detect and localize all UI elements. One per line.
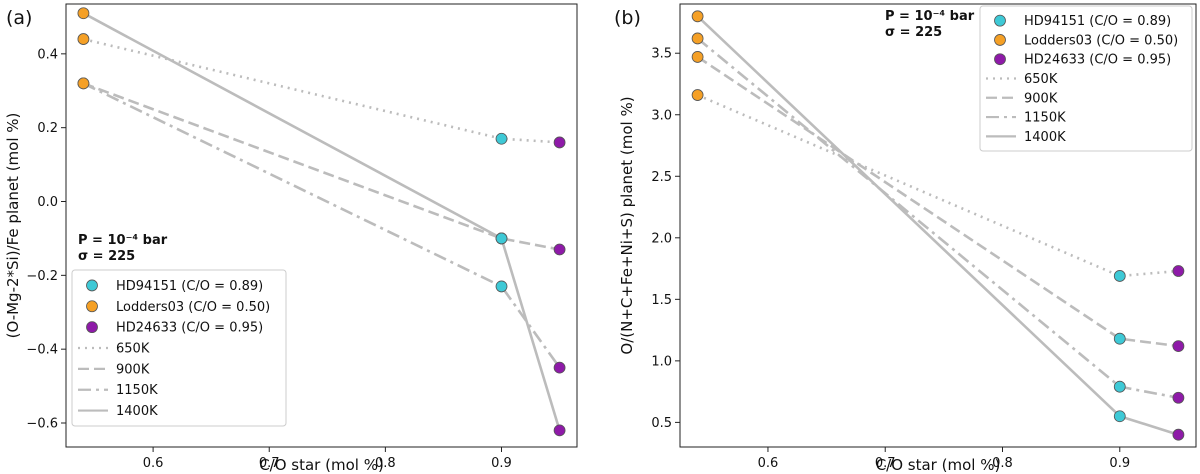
data-point	[1113, 380, 1126, 393]
legend-marker	[994, 14, 1006, 27]
series-line-900K	[82, 82, 560, 251]
y-tick-label: 0.5	[651, 416, 672, 431]
legend-label: 650K	[116, 342, 150, 357]
legend-label: 900K	[1024, 91, 1058, 106]
y-tick-label: 2.0	[651, 231, 672, 246]
plot-area	[65, 3, 578, 448]
legend-marker	[994, 53, 1006, 66]
x-tick-label: 0.8	[992, 456, 1013, 471]
data-point	[495, 232, 508, 245]
x-tick-label: 0.7	[259, 456, 280, 471]
data-point	[77, 77, 90, 90]
data-point	[691, 10, 704, 23]
x-tick-label: 0.9	[1109, 456, 1130, 471]
annotation-text: P = 10⁻⁴ bar	[78, 233, 168, 248]
legend-frame	[979, 5, 1193, 152]
data-point	[495, 280, 508, 293]
legend-marker	[86, 300, 98, 313]
legend-label: HD94151 (C/O = 0.89)	[116, 279, 263, 294]
data-point	[1113, 410, 1126, 423]
x-tick-label: 0.6	[143, 456, 164, 471]
y-axis-label: (O-Mg-2*Si)/Fe planet (mol %)	[4, 113, 22, 339]
legend-marker	[86, 279, 98, 292]
legend: HD94151 (C/O = 0.89) Lodders03 (C/O = 0.5…	[979, 5, 1193, 152]
legend-label: Lodders03 (C/O = 0.50)	[116, 300, 270, 315]
data-point	[1172, 391, 1185, 404]
data-point	[553, 136, 566, 149]
x-tick-label: 0.7	[875, 456, 896, 471]
y-tick-label: 2.5	[651, 170, 672, 185]
plot-area	[679, 3, 1197, 448]
series-line-650K	[697, 93, 1179, 278]
y-tick-label: −0.2	[26, 269, 58, 284]
data-point	[1172, 265, 1185, 277]
data-point	[553, 243, 566, 256]
data-point	[1113, 332, 1126, 345]
annotation-text: σ = 225	[885, 25, 942, 40]
legend: HD94151 (C/O = 0.89) Lodders03 (C/O = 0.5…	[71, 269, 287, 427]
y-tick-label: 0.2	[37, 121, 58, 136]
data-point	[691, 32, 704, 45]
x-tick-label: 0.6	[758, 456, 779, 471]
data-point	[691, 89, 704, 101]
y-tick-label: −0.4	[26, 343, 58, 358]
x-tick-label: 0.8	[375, 456, 396, 471]
y-tick-label: 0.0	[37, 195, 58, 210]
x-axis-label: C/O star (mol %)	[876, 456, 1001, 474]
data-point	[1172, 340, 1185, 352]
legend-label: 1150K	[116, 383, 158, 398]
legend-label: 650K	[1024, 72, 1058, 87]
legend-label: 1400K	[116, 404, 158, 419]
legend-marker	[994, 34, 1006, 46]
y-tick-label: 3.0	[651, 108, 672, 123]
data-point	[495, 132, 508, 145]
legend-label: Lodders03 (C/O = 0.50)	[1024, 33, 1178, 48]
series-line-1150K	[82, 82, 561, 369]
data-point	[1113, 270, 1126, 282]
annotation-text: σ = 225	[78, 249, 135, 264]
y-axis-label: O/(N+C+Fe+Ni+S) planet (mol %)	[618, 96, 636, 354]
annotation-text: P = 10⁻⁴ bar	[885, 9, 975, 24]
series-line-650K	[83, 37, 560, 144]
y-tick-label: 0.4	[37, 47, 58, 62]
legend-label: HD24633 (C/O = 0.95)	[116, 321, 263, 336]
legend-marker	[86, 321, 98, 334]
y-tick-label: 1.5	[651, 293, 672, 308]
y-tick-label: 3.5	[651, 47, 672, 62]
data-point	[553, 361, 566, 374]
legend-frame	[71, 269, 287, 427]
x-axis-label: C/O star (mol %)	[259, 456, 384, 474]
panel-letter: (a)	[6, 7, 32, 29]
data-point	[691, 51, 704, 63]
legend-label: HD94151 (C/O = 0.89)	[1024, 14, 1171, 29]
y-tick-label: −0.6	[26, 417, 58, 432]
legend-label: 1150K	[1024, 111, 1066, 126]
data-point	[77, 33, 90, 45]
chart-panel-b: (b) 0.6 0.7 0.8 0.9 0.5 1.0 1.5 2.0 2.5 3.0 3.5 C/O …	[614, 3, 1197, 474]
panel-letter: (b)	[614, 7, 641, 29]
legend-label: 900K	[116, 362, 150, 377]
chart-panel-a: (a) 0.6 0.7 0.8 0.9 −0.6 −0.4 −0.2 0.0 0.2 0.4 C/O …	[4, 3, 578, 474]
y-tick-label: 1.0	[651, 354, 672, 369]
legend-label: 1400K	[1024, 130, 1066, 145]
data-point	[77, 7, 90, 20]
legend-label: HD24633 (C/O = 0.95)	[1024, 53, 1171, 68]
data-point	[1172, 428, 1185, 441]
x-tick-label: 0.9	[491, 456, 512, 471]
data-point	[553, 424, 566, 437]
